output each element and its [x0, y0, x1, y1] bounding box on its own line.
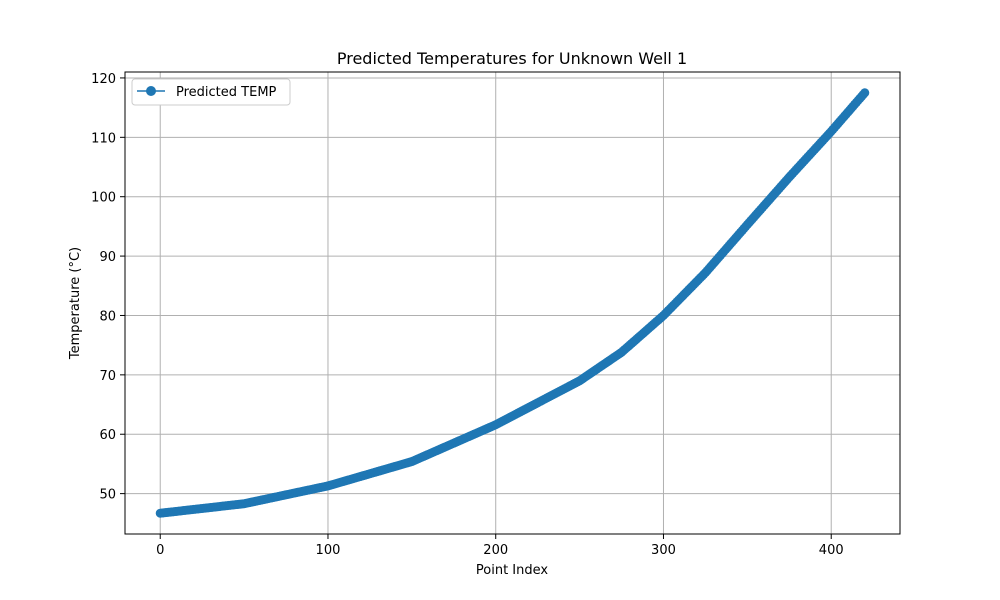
y-tick-label: 110: [91, 131, 116, 146]
chart-title: Predicted Temperatures for Unknown Well …: [337, 49, 687, 68]
x-tick-label: 0: [156, 543, 164, 558]
x-axis-label: Point Index: [476, 563, 549, 578]
series-predicted-temp: [155, 88, 870, 518]
y-tick-label: 90: [99, 250, 116, 265]
legend-label: Predicted TEMP: [176, 85, 277, 100]
y-axis-label: Temperature (°C): [68, 247, 83, 360]
y-tick-label: 70: [99, 369, 116, 384]
axes-ticks: 0 100 200 300 400 50 60 70 80 90 100 110 120: [91, 72, 843, 558]
x-tick-label: 300: [651, 543, 676, 558]
y-tick-label: 100: [91, 191, 116, 206]
legend-box: [131, 78, 291, 106]
y-tick-label: 50: [99, 488, 116, 503]
legend: Predicted TEMP: [131, 78, 291, 106]
y-tick-label: 80: [99, 309, 116, 324]
legend-marker: [146, 86, 156, 96]
x-tick-label: 200: [483, 543, 508, 558]
y-tick-label: 60: [99, 428, 116, 443]
x-tick-label: 400: [819, 543, 844, 558]
data-point: [860, 88, 870, 98]
y-tick-label: 120: [91, 72, 116, 87]
plot-frame: [124, 71, 901, 535]
x-tick-label: 100: [316, 543, 341, 558]
